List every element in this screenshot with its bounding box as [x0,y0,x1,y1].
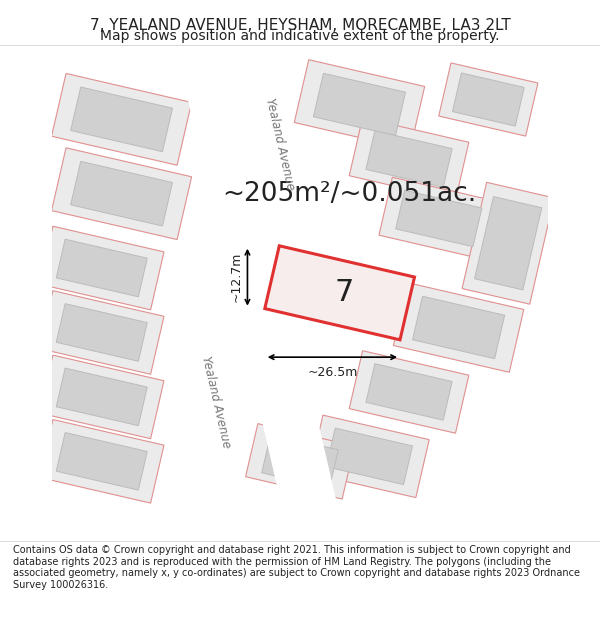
Polygon shape [145,0,376,625]
Polygon shape [40,419,164,503]
Polygon shape [462,182,554,304]
Polygon shape [413,296,505,359]
Polygon shape [379,177,499,260]
Polygon shape [326,428,412,484]
Polygon shape [310,415,429,498]
Polygon shape [40,355,164,439]
Polygon shape [265,246,415,340]
Polygon shape [439,63,538,136]
Polygon shape [262,434,338,489]
Polygon shape [394,282,524,372]
Text: ~12.7m: ~12.7m [229,252,242,302]
Text: ~26.5m: ~26.5m [307,366,358,379]
Polygon shape [145,0,376,625]
Polygon shape [40,226,164,310]
Polygon shape [56,368,147,426]
Text: Map shows position and indicative extent of the property.: Map shows position and indicative extent… [100,29,500,43]
Polygon shape [40,291,164,374]
Polygon shape [366,131,452,188]
Text: 7: 7 [335,278,354,308]
Polygon shape [395,190,482,247]
Text: Yealand Avenue: Yealand Avenue [199,354,233,449]
Polygon shape [245,424,355,499]
Polygon shape [313,73,406,136]
Polygon shape [349,118,469,200]
Polygon shape [56,432,147,490]
Polygon shape [52,148,191,239]
Polygon shape [52,74,191,165]
Text: 7, YEALAND AVENUE, HEYSHAM, MORECAMBE, LA3 2LT: 7, YEALAND AVENUE, HEYSHAM, MORECAMBE, L… [89,18,511,32]
Text: Contains OS data © Crown copyright and database right 2021. This information is : Contains OS data © Crown copyright and d… [13,545,580,590]
Polygon shape [56,239,147,297]
Text: Yealand Avenue: Yealand Avenue [263,97,297,191]
Polygon shape [366,364,452,420]
Polygon shape [56,304,147,361]
Polygon shape [475,197,542,290]
Polygon shape [452,73,524,126]
Text: ~205m²/~0.051ac.: ~205m²/~0.051ac. [223,181,476,207]
Polygon shape [71,161,172,226]
Polygon shape [294,60,425,149]
Polygon shape [71,87,172,152]
Polygon shape [349,351,469,433]
